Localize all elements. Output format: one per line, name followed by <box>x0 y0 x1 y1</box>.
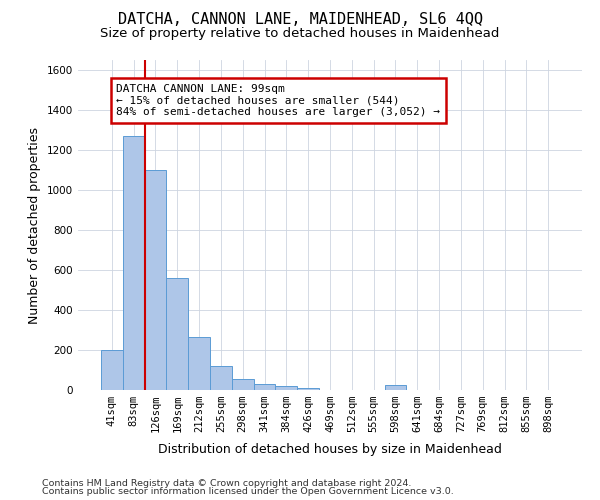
Bar <box>275 386 297 390</box>
Y-axis label: Number of detached properties: Number of detached properties <box>28 126 41 324</box>
Text: DATCHA CANNON LANE: 99sqm
← 15% of detached houses are smaller (544)
84% of semi: DATCHA CANNON LANE: 99sqm ← 15% of detac… <box>116 84 440 117</box>
Text: Contains HM Land Registry data © Crown copyright and database right 2024.: Contains HM Land Registry data © Crown c… <box>42 478 412 488</box>
Bar <box>123 136 145 390</box>
Text: Contains public sector information licensed under the Open Government Licence v3: Contains public sector information licen… <box>42 487 454 496</box>
Bar <box>101 350 123 390</box>
Bar <box>210 366 232 390</box>
Bar <box>188 337 210 390</box>
Bar <box>297 388 319 390</box>
Bar <box>254 384 275 390</box>
Bar <box>145 170 166 390</box>
Text: DATCHA, CANNON LANE, MAIDENHEAD, SL6 4QQ: DATCHA, CANNON LANE, MAIDENHEAD, SL6 4QQ <box>118 12 482 28</box>
Bar <box>385 385 406 390</box>
Bar <box>166 278 188 390</box>
X-axis label: Distribution of detached houses by size in Maidenhead: Distribution of detached houses by size … <box>158 444 502 456</box>
Bar <box>232 379 254 390</box>
Text: Size of property relative to detached houses in Maidenhead: Size of property relative to detached ho… <box>100 28 500 40</box>
